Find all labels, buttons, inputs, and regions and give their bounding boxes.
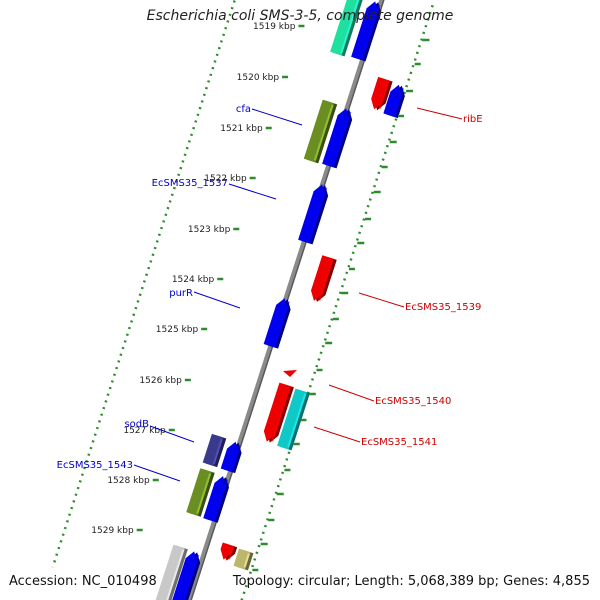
tick-marks (136, 24, 430, 572)
gene-feature-highlight (196, 473, 212, 514)
gene-feature-body (172, 551, 198, 600)
gene-feature-body (298, 184, 326, 244)
gene-feature (311, 255, 337, 302)
gene-feature-body (155, 544, 185, 600)
gene-feature-highlight (273, 301, 290, 346)
tick-label: 1519 kbp (253, 22, 296, 32)
gene-feature (155, 544, 188, 600)
tick-labels: 1519 kbp 1520 kbp 1521 kbp 1522 kbp 1523 kbp… (91, 22, 295, 536)
gene-feature-highlight (308, 187, 328, 242)
gene-feature-highlight (227, 547, 234, 560)
tick-label: 1529 kbp (91, 526, 134, 536)
gene-feature-body (263, 298, 288, 348)
tick-label: 1524 kbp (172, 275, 215, 285)
gene-feature-highlight (287, 393, 307, 448)
gene-feature-body (203, 476, 226, 522)
gene-label-leader (328, 384, 375, 402)
gene-feature-highlight (332, 111, 352, 166)
gene-feature (351, 1, 382, 62)
gene-feature-body (371, 76, 390, 110)
gene-label-leader (313, 426, 361, 443)
gene-feature-body (263, 382, 291, 442)
tick-label: 1525 kbp (156, 325, 199, 335)
gene-feature (220, 441, 242, 474)
gene-label: EcSMS35_1540 (375, 396, 451, 407)
tick-label: 1522 kbp (204, 174, 247, 184)
gene-feature (277, 388, 310, 451)
gene-feature (263, 382, 294, 443)
gene-feature (298, 184, 329, 245)
tick-label: 1521 kbp (220, 124, 263, 134)
gene-feature-body (186, 468, 212, 516)
map-title: Escherichia coli SMS-3-5, complete genom… (146, 8, 454, 24)
gene-feature (233, 548, 254, 571)
gene-feature-highlight (243, 553, 250, 568)
tick-label: 1528 kbp (107, 476, 150, 486)
gene-label-leader (149, 425, 195, 443)
gene-feature-highlight (393, 87, 404, 116)
gene-label-leader (416, 107, 463, 120)
gene-label-leader (228, 183, 277, 200)
genome-summary-text: Topology: circular; Length: 5,068,389 bp… (232, 574, 590, 589)
small-red-gene-marker (283, 370, 297, 377)
gene-feature-highlight (213, 479, 229, 520)
gene-feature-highlight (361, 4, 381, 59)
gene-feature-highlight (166, 549, 185, 600)
gene-feature (202, 433, 227, 468)
gene-label: EcSMS35_1539 (405, 302, 481, 313)
gene-label: EcSMS35_1537 (152, 178, 228, 189)
gene-label-leader (133, 464, 181, 482)
gene-feature-highlight (313, 104, 334, 161)
gene-label: sodB (124, 419, 149, 430)
gene-label: EcSMS35_1543 (57, 460, 133, 471)
gene-features (155, 0, 405, 600)
tick-label: 1523 kbp (188, 225, 231, 235)
gene-feature-highlight (182, 554, 200, 600)
gene-label: purR (169, 288, 193, 299)
gene-feature-body (277, 388, 307, 450)
accession-text: Accession: NC_010498 (9, 574, 157, 589)
gene-feature (203, 476, 229, 523)
gene-label-leader (358, 292, 405, 308)
gene-feature-body (220, 542, 235, 560)
gene-feature-body (202, 433, 224, 467)
gene-feature-body (322, 108, 350, 168)
gene-label: ribE (463, 114, 483, 125)
gene-feature (322, 108, 353, 169)
gene-feature (383, 84, 405, 119)
gene-feature-highlight (340, 0, 360, 54)
gene-feature (330, 0, 363, 57)
gene-feature (186, 468, 215, 517)
gene-feature (172, 551, 201, 600)
gene-label-leader (251, 108, 303, 126)
gene-feature (303, 99, 338, 164)
gene-feature-highlight (212, 438, 223, 465)
gene-feature (371, 76, 393, 111)
gene-feature-body (311, 255, 334, 301)
tick-label: 1527 kbp (123, 426, 166, 436)
gene-feature-body (303, 99, 335, 163)
gene-label: cfa (236, 104, 251, 115)
gene-feature-highlight (378, 81, 389, 110)
gene-feature-body (330, 0, 360, 56)
gene-label: EcSMS35_1541 (361, 437, 437, 448)
gene-feature-highlight (318, 260, 334, 301)
gene-label-leader (193, 291, 241, 309)
gene-label-lines: cfa ribE EcSMS35_1537 purR EcSMS35_1539 EcSMS… (57, 104, 483, 482)
gene-feature-highlight (271, 387, 291, 442)
tick-label: 1526 kbp (139, 376, 182, 386)
gene-feature (220, 542, 238, 561)
tick-label: 1520 kbp (237, 73, 280, 83)
gene-feature-highlight (230, 444, 241, 471)
gene-feature-body (351, 1, 379, 61)
gene-feature (263, 298, 291, 349)
